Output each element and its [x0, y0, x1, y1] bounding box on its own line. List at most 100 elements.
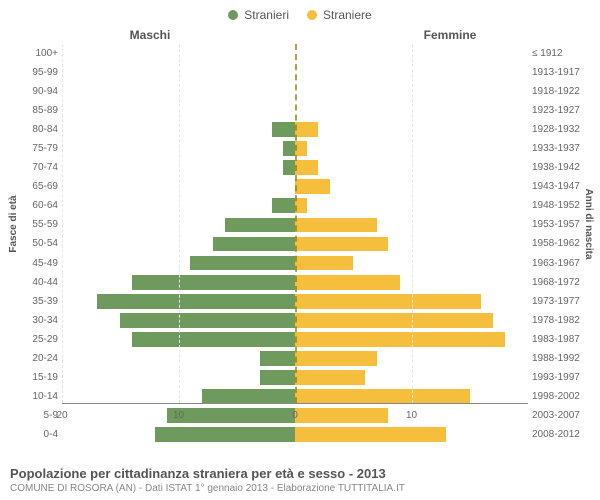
bar-female [295, 332, 505, 347]
bar-male [272, 122, 295, 137]
bar-half-female [295, 330, 528, 349]
legend-swatch-male [228, 10, 238, 20]
age-label: 35-39 [12, 296, 62, 307]
plot-area: Fasce di età Anni di nascita 100+≤ 19129… [10, 44, 590, 444]
bar-half-male [62, 311, 295, 330]
bar-female [295, 427, 446, 442]
age-row: 45-491963-1967 [10, 254, 590, 273]
age-label: 40-44 [12, 277, 62, 288]
age-label: 15-19 [12, 372, 62, 383]
bar-male [167, 408, 295, 423]
birthyear-label: 1968-1972 [528, 277, 588, 288]
bar-female [295, 313, 493, 328]
bar-half-female [295, 158, 528, 177]
bar-female [295, 389, 470, 404]
age-row: 10-141998-2002 [10, 387, 590, 406]
bar-female [295, 141, 307, 156]
age-row: 75-79 1933-1937 [10, 139, 590, 158]
bar-male [260, 370, 295, 385]
bar-area [62, 215, 528, 234]
bar-half-male [62, 44, 295, 63]
birthyear-label: 1933-1937 [528, 143, 588, 154]
age-row: 25-291983-1987 [10, 330, 590, 349]
bar-area [62, 120, 528, 139]
bar-area [62, 311, 528, 330]
legend: Stranieri Straniere [10, 8, 590, 22]
bar-area [62, 177, 528, 196]
age-row: 15-19 1993-1997 [10, 368, 590, 387]
bar-half-female [295, 368, 528, 387]
bar-half-male [62, 63, 295, 82]
bar-male [97, 294, 295, 309]
bar-half-male [62, 273, 295, 292]
bar-male [155, 427, 295, 442]
bar-female [295, 218, 377, 233]
bar-area [62, 387, 528, 406]
age-label: 20-24 [12, 353, 62, 364]
age-row: 85-89 1923-1927 [10, 101, 590, 120]
age-row: 100+≤ 1912 [10, 44, 590, 63]
bar-area [62, 330, 528, 349]
age-row: 55-591953-1957 [10, 215, 590, 234]
bar-area [62, 349, 528, 368]
birthyear-label: 1923-1927 [528, 105, 588, 116]
legend-label-female: Straniere [323, 8, 372, 22]
bar-female [295, 294, 481, 309]
age-row: 40-44 1968-1972 [10, 273, 590, 292]
birthyear-label: 1928-1932 [528, 124, 588, 135]
age-label: 25-29 [12, 334, 62, 345]
age-row: 60-641948-1952 [10, 196, 590, 215]
age-label: 50-54 [12, 238, 62, 249]
bar-area [62, 63, 528, 82]
bar-half-female [295, 254, 528, 273]
age-label: 80-84 [12, 124, 62, 135]
age-row: 70-741938-1942 [10, 158, 590, 177]
birthyear-label: 1993-1997 [528, 372, 588, 383]
bar-half-male [62, 425, 295, 444]
birthyear-label: 1913-1917 [528, 67, 588, 78]
bar-area [62, 368, 528, 387]
birthyear-label: 1948-1952 [528, 200, 588, 211]
bar-half-female [295, 349, 528, 368]
bar-half-female [295, 215, 528, 234]
age-label: 0-4 [12, 429, 62, 440]
bar-area [62, 158, 528, 177]
legend-label-male: Stranieri [244, 8, 289, 22]
bar-male [260, 351, 295, 366]
legend-item-female: Straniere [307, 8, 372, 22]
bar-female [295, 198, 307, 213]
age-label: 75-79 [12, 143, 62, 154]
bar-half-female [295, 234, 528, 253]
bar-half-female [295, 425, 528, 444]
age-row: 30-341978-1982 [10, 311, 590, 330]
age-label: 70-74 [12, 162, 62, 173]
bar-area [62, 101, 528, 120]
bar-half-male [62, 387, 295, 406]
bar-area [62, 139, 528, 158]
bar-half-male [62, 292, 295, 311]
bar-female [295, 275, 400, 290]
birthyear-label: ≤ 1912 [528, 48, 588, 59]
bar-female [295, 122, 318, 137]
bar-male [132, 332, 295, 347]
age-label: 85-89 [12, 105, 62, 116]
birthyear-label: 1973-1977 [528, 296, 588, 307]
bar-area [62, 82, 528, 101]
age-label: 5-9 [12, 410, 62, 421]
bar-half-female [295, 101, 528, 120]
bar-half-male [62, 177, 295, 196]
chart-title: Popolazione per cittadinanza straniera p… [10, 466, 590, 481]
gender-headers: Maschi Femmine [0, 28, 600, 42]
bar-half-female [295, 387, 528, 406]
population-pyramid-chart: Stranieri Straniere Maschi Femmine Fasce… [0, 0, 600, 500]
bar-area [62, 44, 528, 63]
header-female: Femmine [300, 28, 600, 42]
bar-half-male [62, 406, 295, 425]
bar-half-male [62, 196, 295, 215]
bar-female [295, 256, 353, 271]
bar-female [295, 160, 318, 175]
birthyear-label: 1943-1947 [528, 181, 588, 192]
age-row: 35-39 1973-1977 [10, 292, 590, 311]
header-male: Maschi [0, 28, 300, 42]
birthyear-label: 1953-1957 [528, 219, 588, 230]
